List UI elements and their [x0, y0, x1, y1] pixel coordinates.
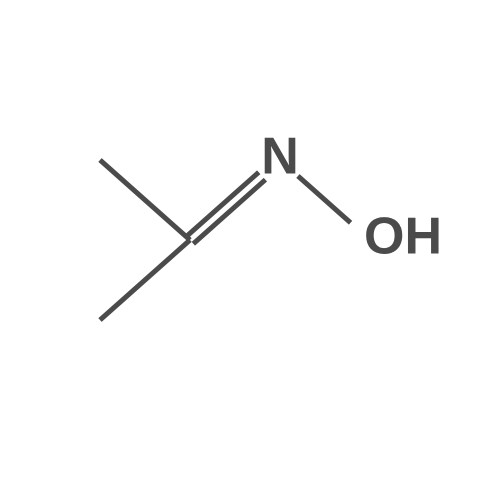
bond: [298, 176, 351, 223]
bond: [100, 160, 190, 240]
atom-label: OH: [364, 208, 442, 266]
molecule-diagram: N OH: [0, 0, 500, 500]
bond: [193, 180, 265, 244]
bond: [187, 172, 259, 236]
bond: [100, 240, 190, 320]
atom-label: N: [261, 128, 299, 186]
